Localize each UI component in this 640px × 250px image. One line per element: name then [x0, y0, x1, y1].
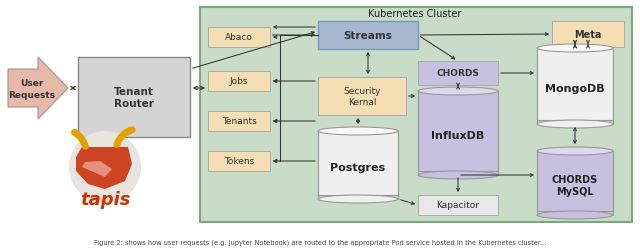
Text: Security
Kernal: Security Kernal [343, 87, 381, 106]
Text: tapis: tapis [80, 190, 131, 208]
Bar [418, 62, 498, 86]
Text: Tokens: Tokens [224, 157, 254, 166]
Text: Requests: Requests [8, 90, 56, 99]
Text: Kubernetes Cluster: Kubernetes Cluster [368, 9, 461, 19]
Bar [318, 22, 418, 50]
Bar [208, 28, 270, 48]
Ellipse shape [418, 88, 498, 96]
Text: CHORDS
MySQL: CHORDS MySQL [552, 174, 598, 196]
Ellipse shape [537, 148, 613, 156]
Ellipse shape [537, 45, 613, 53]
Ellipse shape [318, 195, 398, 203]
Text: Streams: Streams [344, 31, 392, 41]
Bar [418, 195, 498, 215]
Text: Figure 2: shows how user requests (e.g. Jupyter Notebook) are routed to the appr: Figure 2: shows how user requests (e.g. … [94, 239, 546, 245]
Circle shape [69, 132, 141, 203]
Bar [318, 78, 406, 116]
Text: Kapacitor: Kapacitor [436, 201, 479, 210]
Text: MongoDB: MongoDB [545, 84, 605, 94]
Ellipse shape [418, 171, 498, 179]
Text: InfluxDB: InfluxDB [431, 130, 484, 140]
Polygon shape [82, 161, 112, 177]
Bar [208, 72, 270, 92]
Polygon shape [76, 148, 132, 189]
Text: Tenant
Router: Tenant Router [114, 87, 154, 108]
Text: Abaco: Abaco [225, 33, 253, 42]
Bar [200, 8, 632, 222]
Bar [552, 22, 624, 48]
Ellipse shape [537, 120, 613, 128]
Text: Postgres: Postgres [330, 162, 385, 172]
Bar [537, 152, 613, 211]
Ellipse shape [537, 211, 613, 219]
Ellipse shape [318, 128, 398, 136]
FancyArrowPatch shape [74, 133, 85, 147]
Text: User: User [20, 78, 44, 87]
Bar [78, 58, 190, 138]
Bar [208, 112, 270, 132]
Text: CHORDS: CHORDS [436, 69, 479, 78]
Bar [537, 49, 613, 120]
Bar [318, 132, 398, 195]
Bar [418, 92, 498, 171]
Text: Tenants: Tenants [221, 117, 257, 126]
Bar [208, 152, 270, 171]
Text: Meta: Meta [574, 30, 602, 40]
Polygon shape [8, 58, 68, 120]
FancyArrowPatch shape [117, 130, 132, 145]
Text: Jobs: Jobs [230, 77, 248, 86]
